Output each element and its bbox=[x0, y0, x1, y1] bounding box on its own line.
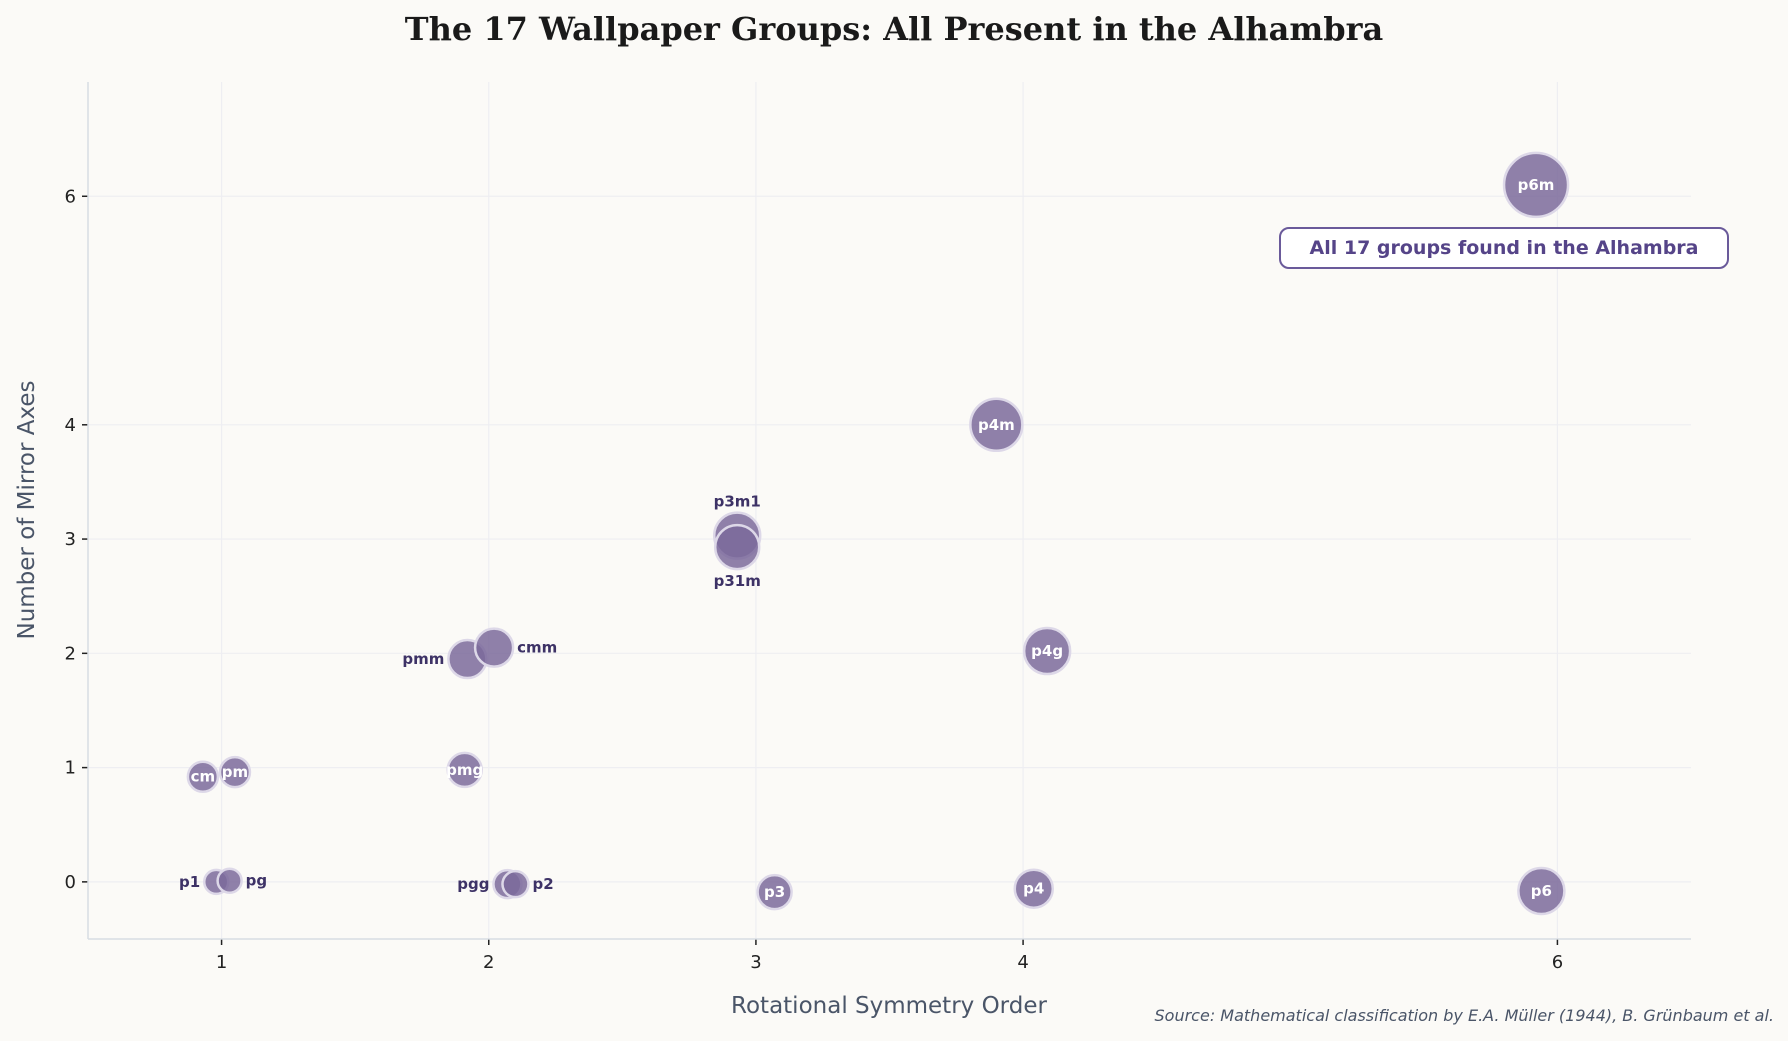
bubble-label: p1 bbox=[179, 873, 200, 891]
bubble-marker bbox=[1022, 626, 1072, 676]
bubble-marker bbox=[969, 397, 1024, 453]
bubble-marker bbox=[473, 627, 515, 668]
bubble-label: pmm bbox=[402, 650, 444, 668]
y-tick-label: 3 bbox=[65, 529, 76, 550]
bubble-marker bbox=[756, 873, 793, 911]
bubble-label: pg bbox=[246, 872, 267, 890]
bubble-label: cmm bbox=[517, 639, 557, 657]
bubble-marker bbox=[446, 751, 483, 789]
x-tick-label: 6 bbox=[1552, 952, 1563, 973]
bubble-label: p6 bbox=[1531, 882, 1552, 900]
annotation-text: All 17 groups found in the Alhambra bbox=[1310, 237, 1699, 259]
bubble-label: p3 bbox=[764, 883, 785, 901]
x-tick-label: 2 bbox=[483, 952, 494, 973]
bubble-marker bbox=[501, 869, 530, 899]
y-tick-label: 6 bbox=[65, 186, 76, 207]
y-tick-label: 0 bbox=[65, 872, 76, 893]
bubble-label: pm bbox=[222, 763, 248, 781]
bubble-label: p2 bbox=[532, 875, 553, 893]
bubble-marker bbox=[1517, 866, 1566, 916]
bubble-marker bbox=[218, 755, 252, 789]
x-tick-label: 3 bbox=[750, 952, 761, 973]
bubble-label: p4 bbox=[1023, 880, 1044, 898]
chart-title: The 17 Wallpaper Groups: All Present in … bbox=[405, 10, 1383, 48]
bubble-marker bbox=[1013, 868, 1055, 909]
bubble-label: pmg bbox=[446, 761, 483, 779]
x-tick-label: 1 bbox=[216, 952, 227, 973]
point-labels: p1 pg cm pm pmg pmm cmm pgg p2 p3m1 p31m p3 p4 p4g p4m… bbox=[179, 176, 1554, 901]
y-tick-label: 2 bbox=[65, 643, 76, 664]
bubble-marker bbox=[216, 867, 243, 894]
bubble-label: p4m bbox=[978, 416, 1015, 434]
bubble-label: p31m bbox=[714, 572, 761, 590]
bubble-label: pgg bbox=[457, 875, 489, 893]
grid bbox=[88, 82, 1691, 939]
annotation-box: All 17 groups found in the Alhambra bbox=[1279, 227, 1729, 269]
points bbox=[186, 151, 1570, 916]
bubble-label: p6m bbox=[1518, 176, 1555, 194]
y-tick-label: 4 bbox=[65, 415, 76, 436]
x-axis-label: Rotational Symmetry Order bbox=[731, 993, 1047, 1019]
bubble-marker bbox=[1502, 151, 1570, 219]
x-tick-label: 4 bbox=[1017, 952, 1028, 973]
bubble-label: p4g bbox=[1031, 642, 1063, 660]
axes: 1 2 3 4 6 0 1 2 3 4 6 bbox=[65, 82, 1691, 973]
bubble-marker bbox=[713, 523, 761, 571]
y-tick-label: 1 bbox=[65, 758, 76, 779]
bubble-label: cm bbox=[191, 768, 216, 786]
y-axis-label: Number of Mirror Axes bbox=[14, 380, 40, 639]
source-note: Source: Mathematical classification by E… bbox=[1155, 1006, 1774, 1025]
bubble-label: p3m1 bbox=[714, 493, 761, 511]
bubble-marker bbox=[186, 760, 220, 793]
